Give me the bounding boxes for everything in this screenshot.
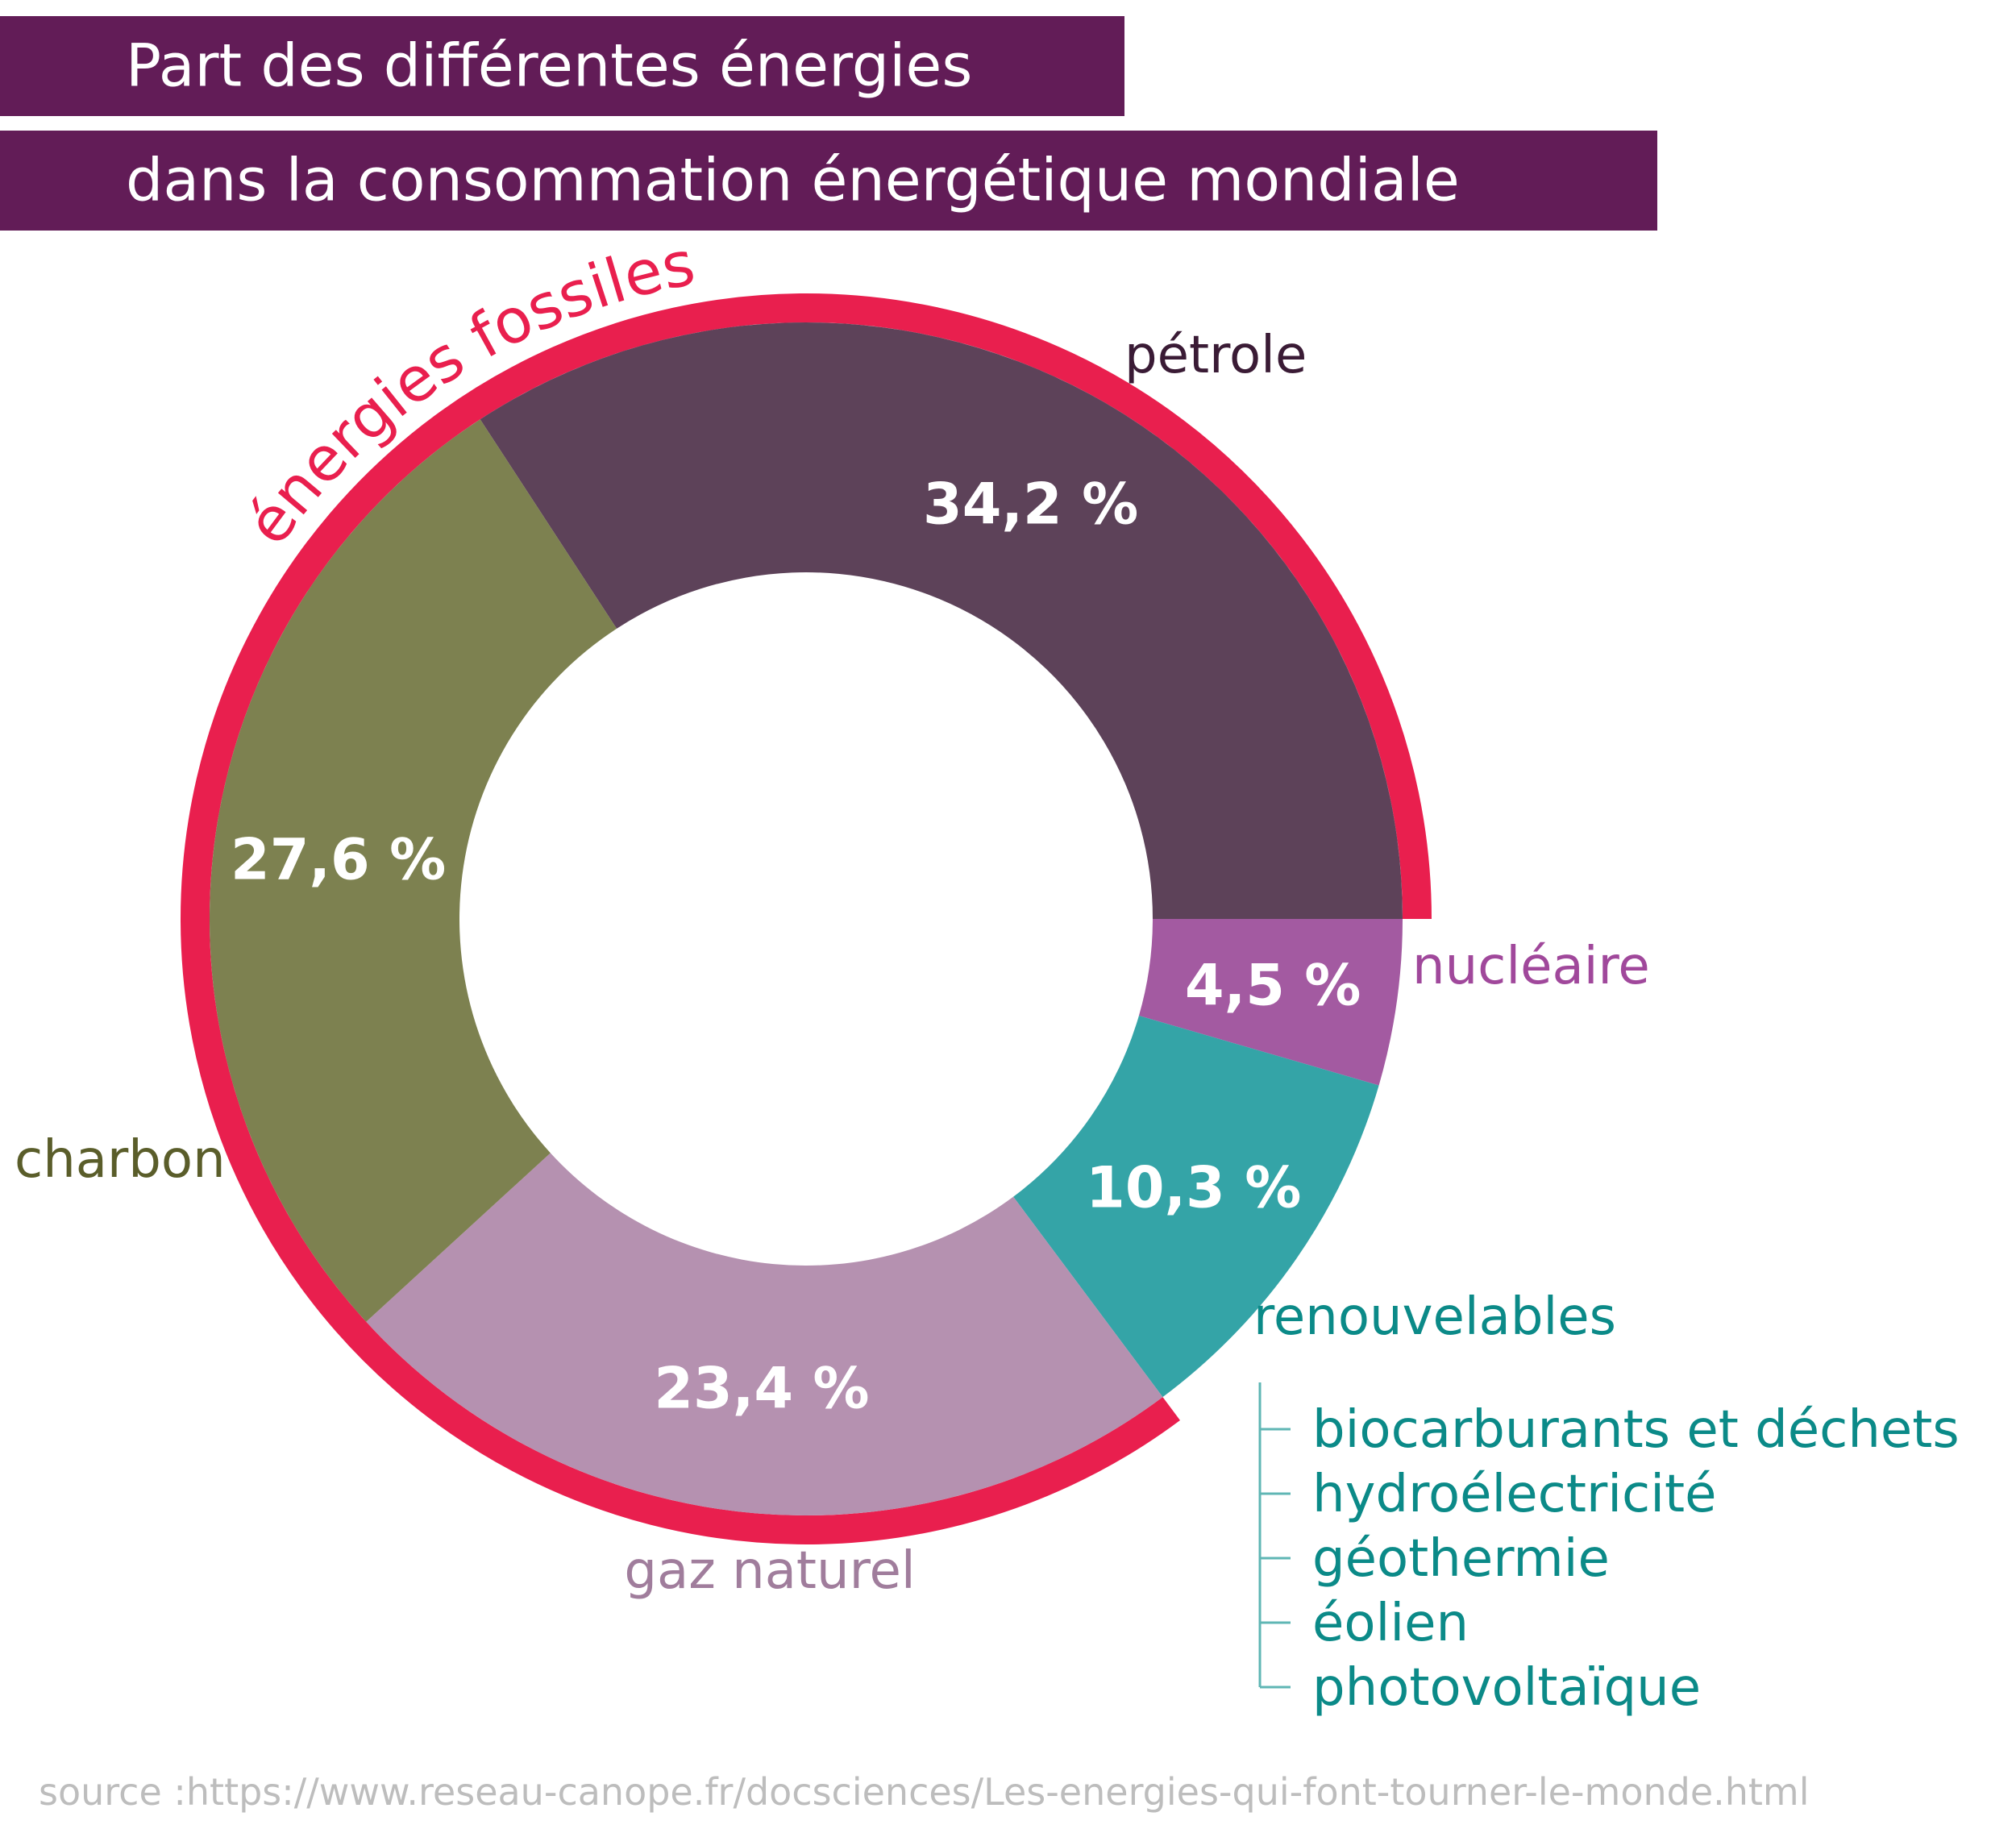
source-note: source :https://www.reseau-canope.fr/doc…	[39, 1770, 1810, 1814]
title-band-2: dans la consommation énergétique mondial…	[0, 131, 1657, 231]
slice-charbon	[209, 419, 617, 1322]
renewable-source-eolien: éolien	[1312, 1594, 1469, 1653]
slice-petrole	[480, 322, 1403, 919]
fossil-ring	[181, 293, 1432, 1544]
slice-renouvelables	[1013, 1015, 1379, 1398]
renewable-source-photovoltaique: photovoltaïque	[1312, 1658, 1701, 1718]
category-label-renouvelables: renouvelables	[1253, 1287, 1616, 1347]
renewable-source-geothermie: géothermie	[1312, 1529, 1610, 1589]
chart-title-line-2: dans la consommation énergétique mondial…	[126, 146, 1460, 215]
slice-gaz-naturel	[366, 1153, 1163, 1516]
value-label-renouvelables: 10,3 %	[1086, 1154, 1301, 1220]
value-label-nucleaire: 4,5 %	[1185, 952, 1361, 1018]
value-label-gaz-naturel: 23,4 %	[654, 1355, 869, 1421]
category-label-nucleaire: nucléaire	[1412, 937, 1650, 996]
renewable-source-hydroelectricite: hydroélectricité	[1312, 1465, 1716, 1524]
value-label-charbon: 27,6 %	[231, 827, 446, 893]
value-label-petrole: 34,2 %	[923, 472, 1138, 538]
chart-title-line-1: Part des différentes énergies	[126, 31, 973, 101]
category-label-charbon: charbon	[15, 1130, 226, 1190]
renewable-source-biocarburants-et-dechets: biocarburants et déchets	[1312, 1400, 1960, 1460]
category-label-petrole: pétrole	[1124, 326, 1307, 385]
category-label-gaz-naturel: gaz naturel	[624, 1541, 915, 1601]
slice-nucleaire	[1138, 919, 1403, 1086]
title-band-1: Part des différentes énergies	[0, 16, 1124, 116]
